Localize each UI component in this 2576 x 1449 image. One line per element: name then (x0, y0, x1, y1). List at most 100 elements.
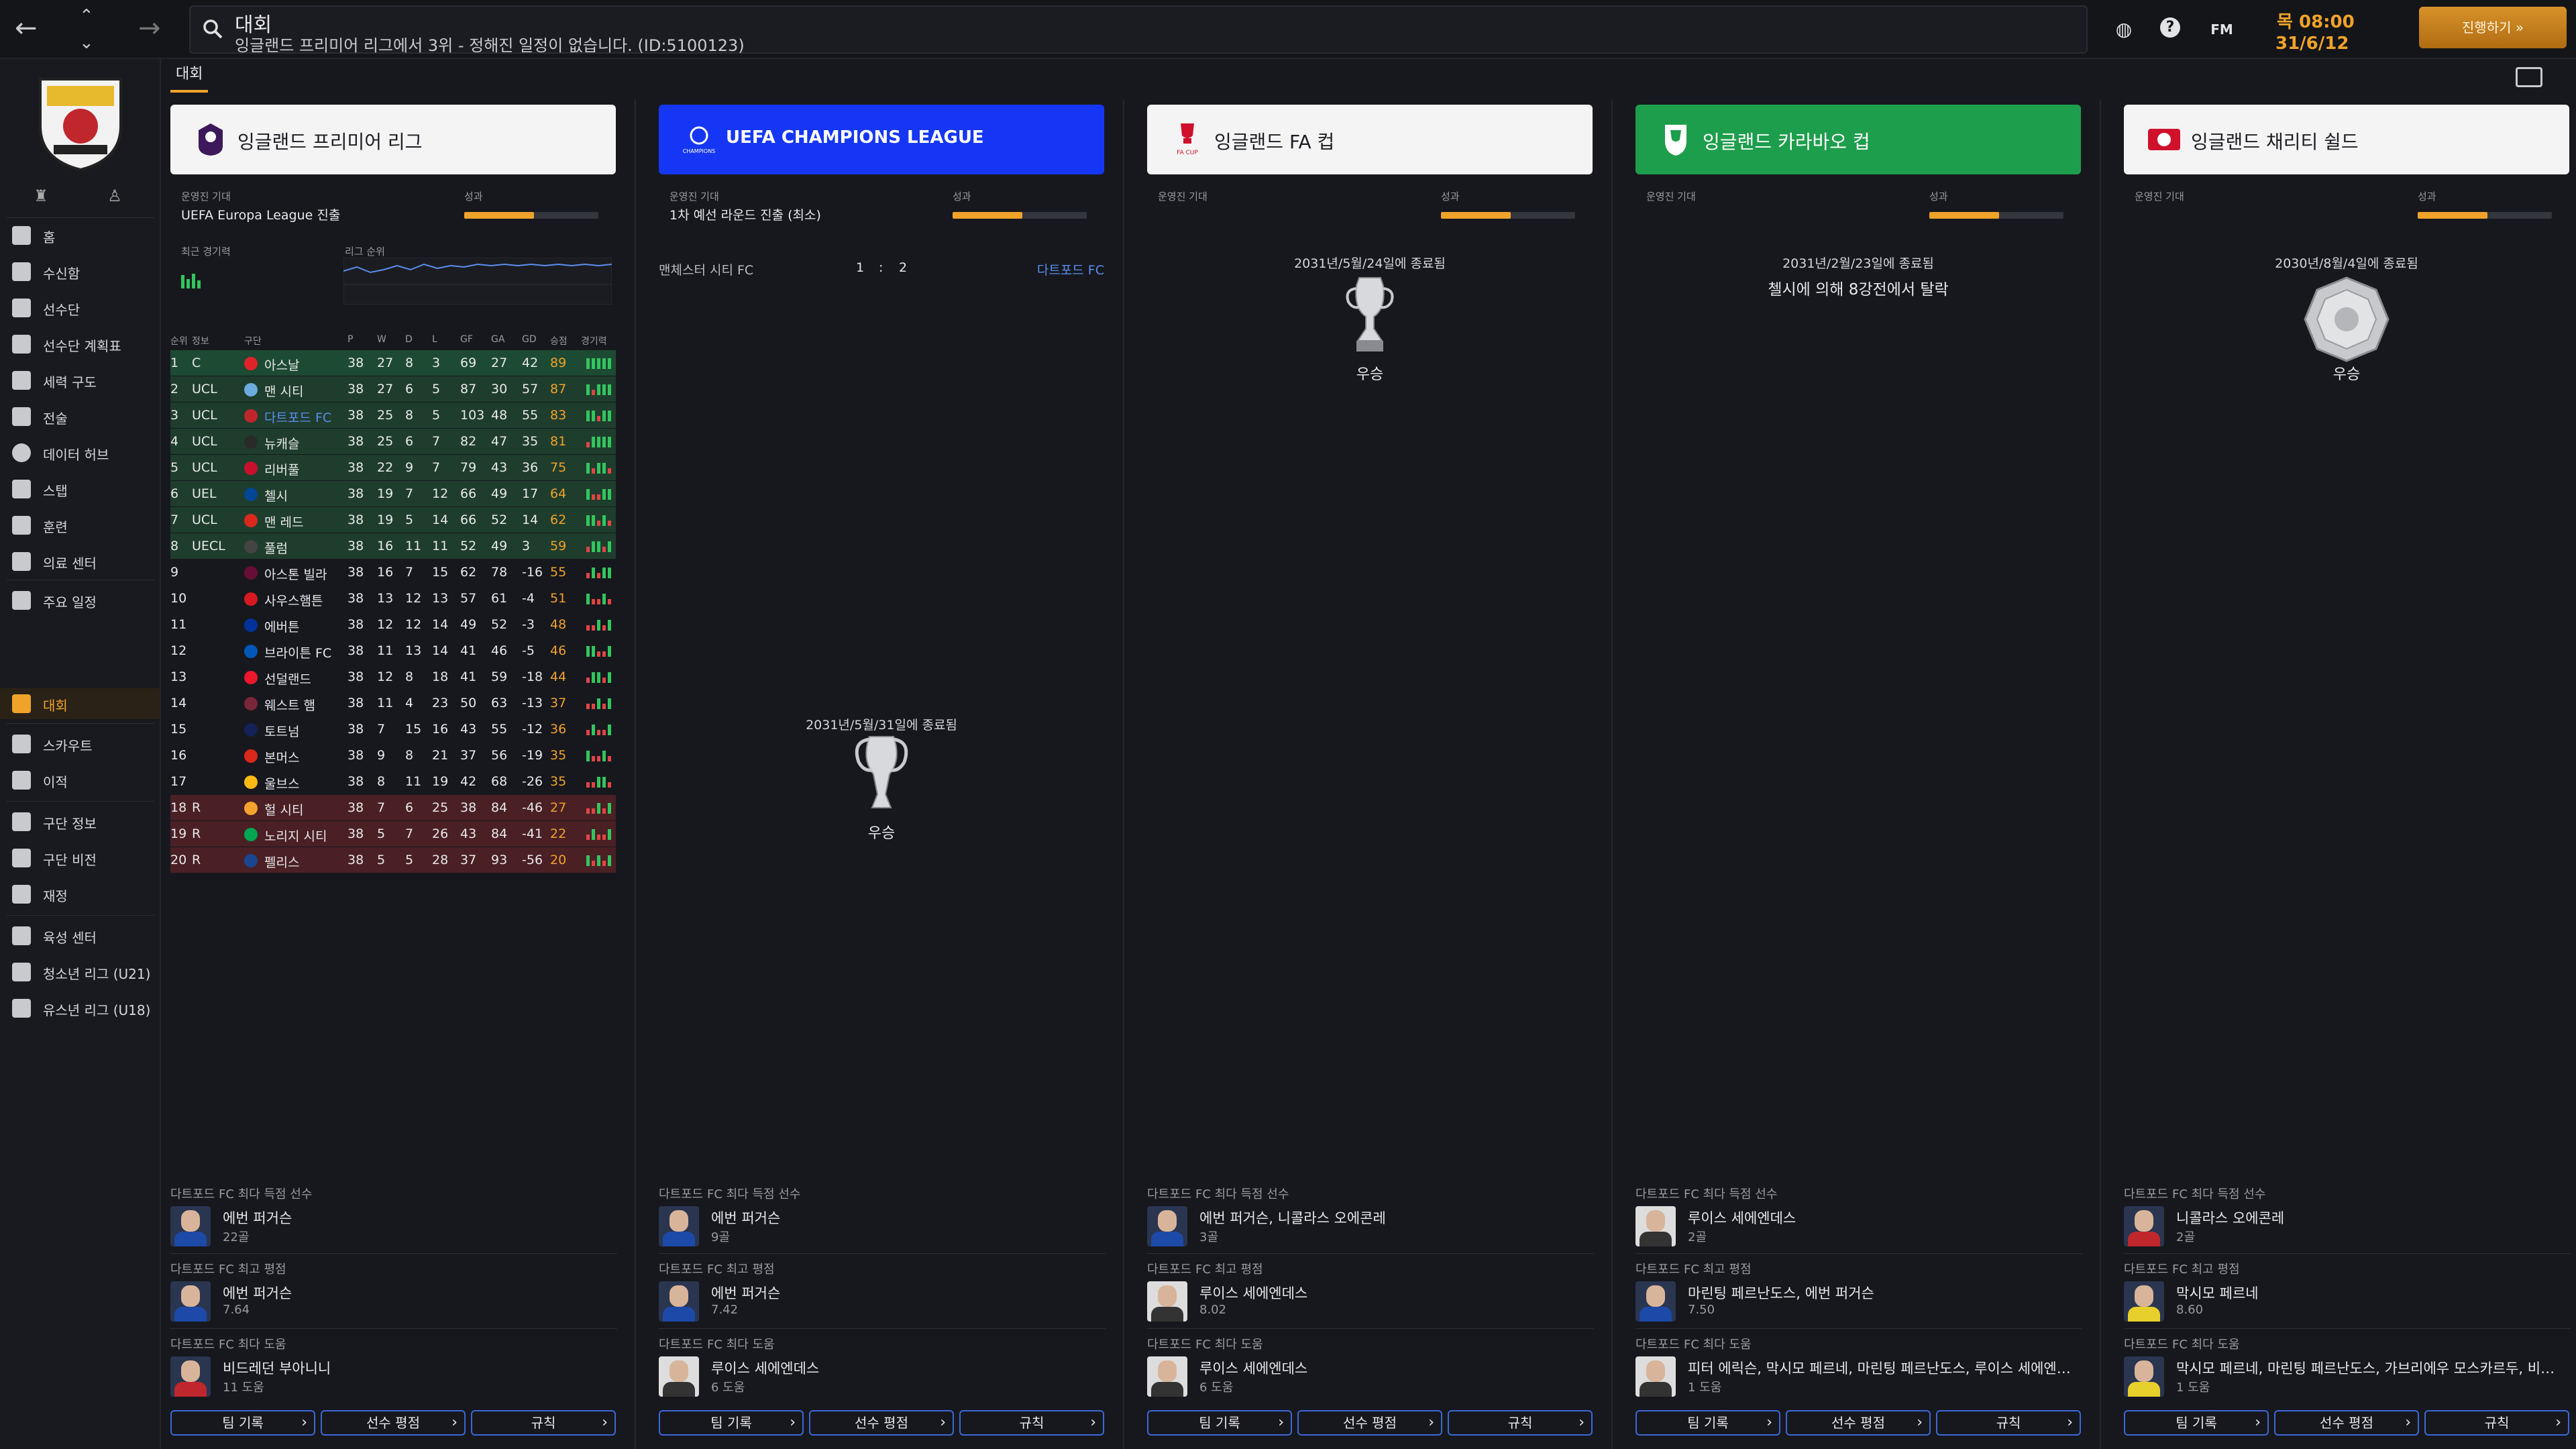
player-ratings-button[interactable]: 선수 평점 › (321, 1410, 466, 1436)
player-avatar[interactable] (1635, 1281, 1676, 1322)
table-row[interactable]: 8 UECL 풀럼 38 16 11 11 52 49 3 59 (170, 533, 616, 559)
team-name-cell[interactable]: 펠리스 (264, 855, 300, 870)
table-row[interactable]: 18 R 헐 시티 38 7 6 25 38 84 -46 27 (170, 795, 616, 820)
team-name-cell[interactable]: 아스톤 빌라 (264, 568, 327, 582)
table-row[interactable]: 13 선덜랜드 38 12 8 18 41 59 -18 44 (170, 664, 616, 690)
back-arrow-icon[interactable]: ← (15, 13, 38, 44)
player-avatar[interactable] (659, 1281, 699, 1322)
rules-button[interactable]: 규칙 › (2424, 1410, 2569, 1436)
table-row[interactable]: 16 본머스 38 9 8 21 37 56 -19 35 (170, 743, 616, 768)
team-name-cell[interactable]: 리버풀 (264, 463, 300, 478)
person-small-icon[interactable]: ♙ (107, 186, 122, 205)
table-row[interactable]: 6 UEL 첼시 38 19 7 12 66 49 17 64 (170, 481, 616, 506)
team-name-cell[interactable]: 뉴캐슬 (264, 437, 300, 451)
search-bar[interactable]: 대회 잉글랜드 프리미어 리그에서 3위 - 정해진 일정이 없습니다. (ID… (189, 5, 2088, 55)
team-name-cell[interactable]: 노리지 시티 (264, 829, 327, 844)
competition-header[interactable]: 잉글랜드 채리티 쉴드 (2124, 105, 2569, 174)
sidebar-item-competitions[interactable]: 대회 (0, 688, 160, 719)
team-name-cell[interactable]: 아스날 (264, 358, 300, 373)
team-record-button[interactable]: 팀 기록 › (1635, 1410, 1780, 1436)
forward-arrow-icon[interactable]: → (138, 13, 161, 44)
table-row[interactable]: 12 브라이튼 FC 38 11 13 14 41 46 -5 46 (170, 638, 616, 663)
team-record-button[interactable]: 팀 기록 › (1147, 1410, 1292, 1436)
table-row[interactable]: 5 UCL 리버풀 38 22 9 7 79 43 36 75 (170, 455, 616, 480)
top-scorer-name[interactable]: 에번 퍼거슨 (711, 1210, 781, 1226)
sidebar-item-inbox[interactable]: 수신함 (0, 256, 160, 287)
player-ratings-button[interactable]: 선수 평점 › (1297, 1410, 1442, 1436)
final-match[interactable]: 맨체스터 시티 FC 1 : 2 다트포드 FC (659, 255, 1104, 282)
table-row[interactable]: 9 아스톤 빌라 38 16 7 15 62 78 -16 55 (170, 559, 616, 585)
competition-header[interactable]: 잉글랜드 카라바오 컵 (1635, 105, 2081, 174)
rules-button[interactable]: 규칙 › (471, 1410, 616, 1436)
table-header[interactable]: D (405, 334, 413, 345)
table-row[interactable]: 19 R 노리지 시티 38 5 7 26 43 84 -41 22 (170, 821, 616, 847)
player-avatar[interactable] (1147, 1356, 1187, 1397)
sidebar-item-staff[interactable]: 스탭 (0, 474, 160, 504)
best-rating-name[interactable]: 루이스 세에엔데스 (1199, 1285, 1308, 1301)
table-header[interactable]: 승점 (550, 336, 568, 347)
table-row[interactable]: 2 UCL 맨 시티 38 27 6 5 87 30 57 87 (170, 376, 616, 402)
team-record-button[interactable]: 팀 기록 › (659, 1410, 804, 1436)
top-scorer-name[interactable]: 루이스 세에엔데스 (1688, 1210, 1796, 1226)
best-rating-name[interactable]: 에번 퍼거슨 (711, 1285, 781, 1301)
team-record-button[interactable]: 팀 기록 › (170, 1410, 315, 1436)
table-row[interactable]: 10 사우스햄튼 38 13 12 13 57 61 -4 51 (170, 586, 616, 611)
sidebar-item-club-vision[interactable]: 구단 비전 (0, 843, 160, 873)
player-avatar[interactable] (1635, 1206, 1676, 1246)
most-assists-name[interactable]: 피터 에릭슨, 막시모 페르네, 마린팅 페르난도스, 루이스 세에엔데스, 니… (1688, 1360, 2077, 1377)
table-header[interactable]: GD (522, 334, 537, 345)
top-scorer-name[interactable]: 니콜라스 오에콘레 (2176, 1210, 2285, 1226)
player-avatar[interactable] (2124, 1356, 2164, 1397)
fm-menu-button[interactable]: FM (2210, 21, 2233, 38)
table-row[interactable]: 20 R 펠리스 38 5 5 28 37 93 -56 20 (170, 847, 616, 873)
player-avatar[interactable] (1147, 1281, 1187, 1322)
player-ratings-button[interactable]: 선수 평점 › (2274, 1410, 2419, 1436)
sidebar-item-data-hub[interactable]: 데이터 허브 (0, 437, 160, 468)
best-rating-name[interactable]: 마린팅 페르난도스, 에번 퍼거슨 (1688, 1285, 1874, 1301)
table-header[interactable]: 정보 (192, 336, 209, 347)
team-name-cell[interactable]: 첼시 (264, 489, 288, 504)
chevron-up-icon[interactable]: ⌃ (79, 6, 94, 26)
player-avatar[interactable] (1635, 1356, 1676, 1397)
sidebar-item-schedule[interactable]: 주요 일정 (0, 585, 160, 616)
team-name-cell[interactable]: 사우스햄튼 (264, 594, 323, 608)
team-name-cell[interactable]: 토트넘 (264, 724, 300, 739)
team-name-cell[interactable]: 풀럼 (264, 541, 288, 556)
sidebar-item-home[interactable]: 홈 (0, 220, 160, 251)
competition-header[interactable]: CHAMPIONS UEFA CHAMPIONS LEAGUE (659, 105, 1104, 174)
team-name-cell[interactable]: 웨스트 햄 (264, 698, 315, 713)
trophy-small-icon[interactable]: ♜ (34, 186, 48, 205)
table-row[interactable]: 14 웨스트 햄 38 11 4 23 50 63 -13 37 (170, 690, 616, 716)
best-rating-name[interactable]: 막시모 페르네 (2176, 1285, 2259, 1301)
table-row[interactable]: 11 에버튼 38 12 12 14 49 52 -3 48 (170, 612, 616, 637)
sidebar-item-tactics[interactable]: 전술 (0, 401, 160, 432)
team-name-cell[interactable]: 에버튼 (264, 620, 300, 635)
player-ratings-button[interactable]: 선수 평점 › (1786, 1410, 1931, 1436)
table-header[interactable]: GF (460, 334, 473, 345)
tab-competitions[interactable]: 대회 (170, 64, 209, 93)
rules-button[interactable]: 규칙 › (1936, 1410, 2081, 1436)
match-away-team[interactable]: 다트포드 FC (1036, 263, 1104, 278)
competition-header[interactable]: FA CUP 잉글랜드 FA 컵 (1147, 105, 1593, 174)
sidebar-item-medical[interactable]: 의료 센터 (0, 546, 160, 577)
sidebar-item-scouting[interactable]: 스카우트 (0, 729, 160, 759)
table-header[interactable]: 구단 (244, 336, 262, 347)
team-name-cell[interactable]: 맨 시티 (264, 384, 304, 399)
most-assists-name[interactable]: 루이스 세에엔데스 (711, 1360, 820, 1377)
table-row[interactable]: 3 UCL 다트포드 FC 38 25 8 5 103 48 55 83 (170, 402, 616, 428)
player-avatar[interactable] (170, 1206, 211, 1246)
rules-button[interactable]: 규칙 › (1448, 1410, 1593, 1436)
player-avatar[interactable] (2124, 1281, 2164, 1322)
team-name-cell[interactable]: 울브스 (264, 777, 300, 792)
table-header[interactable]: L (432, 334, 437, 345)
best-rating-name[interactable]: 에번 퍼거슨 (223, 1285, 292, 1301)
player-avatar[interactable] (1147, 1206, 1187, 1246)
sidebar-item-u21[interactable]: 청소년 리그 (U21) (0, 957, 160, 987)
competition-header[interactable]: 잉글랜드 프리미어 리그 (170, 105, 616, 174)
team-name-cell[interactable]: 선덜랜드 (264, 672, 311, 687)
table-row[interactable]: 4 UCL 뉴캐슬 38 25 6 7 82 47 35 81 (170, 429, 616, 454)
table-row[interactable]: 17 울브스 38 8 11 19 42 68 -26 35 (170, 769, 616, 794)
player-avatar[interactable] (170, 1356, 211, 1397)
table-header[interactable]: 경기력 (581, 336, 607, 347)
continue-button[interactable]: 진행하기 » (2419, 7, 2567, 48)
